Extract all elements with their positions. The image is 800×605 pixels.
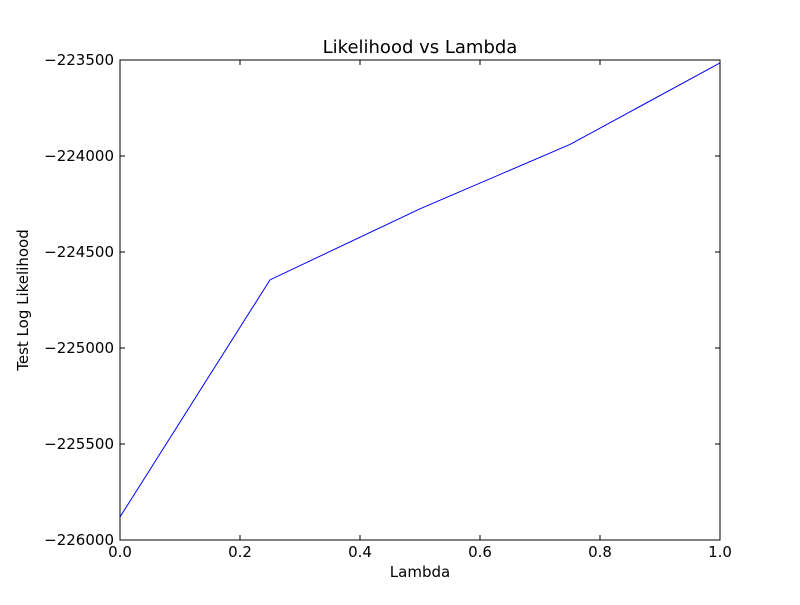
y-tick-label: −224500: [44, 243, 114, 261]
data-line-series-0: [119, 62, 721, 518]
x-axis-label: Lambda: [390, 563, 450, 581]
chart-title: Likelihood vs Lambda: [323, 37, 518, 58]
x-tick-label: 0.4: [348, 543, 372, 561]
y-tick-label: −225000: [44, 339, 114, 357]
y-tick-label: −223500: [44, 51, 114, 69]
y-tick-label: −226000: [44, 531, 114, 549]
y-tick-label: −224000: [44, 147, 114, 165]
x-tick-label: 0.8: [588, 543, 612, 561]
y-tick-label: −225500: [44, 435, 114, 453]
x-tick-label: 1.0: [708, 543, 732, 561]
x-tick-label: 0.0: [108, 543, 132, 561]
y-axis-label: Test Log Likelihood: [14, 229, 32, 372]
plot-area: 0.0 0.2 0.4 0.6 0.8 1.0 −226000 −225500 −225000 −…: [44, 51, 732, 561]
x-tick-label: 0.2: [228, 543, 252, 561]
x-tick-label: 0.6: [468, 543, 492, 561]
axes-frame: [119, 59, 721, 541]
